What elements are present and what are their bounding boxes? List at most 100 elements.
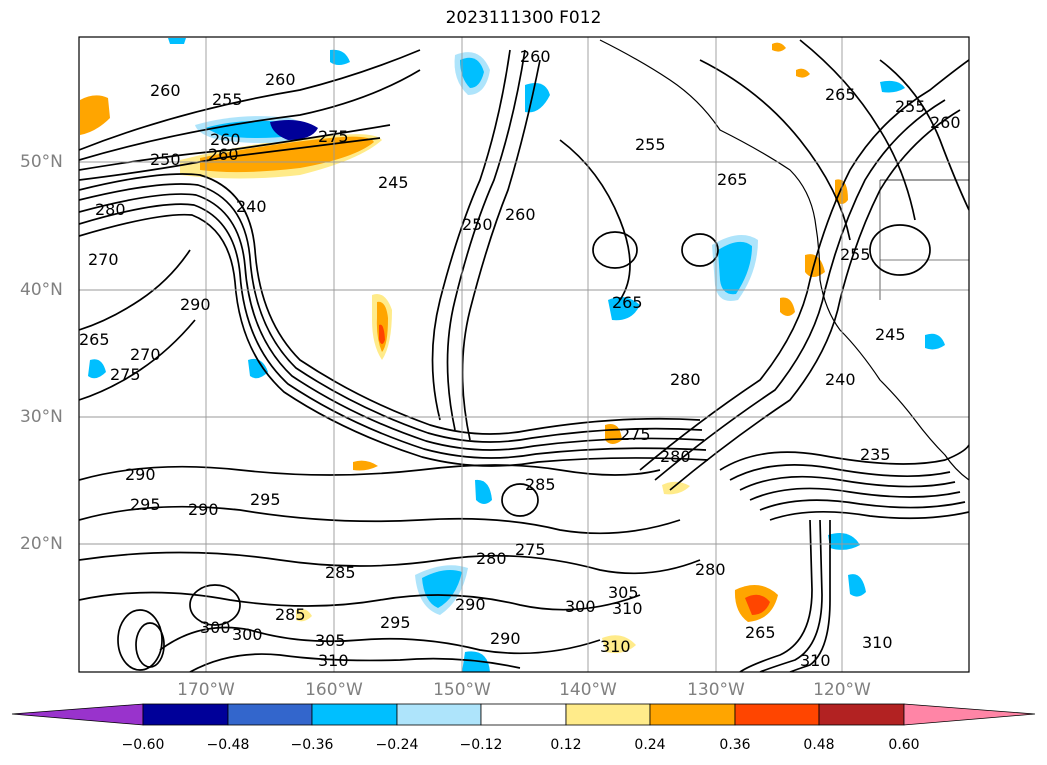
contour-label: 240 [236, 197, 267, 216]
contour-line [79, 249, 191, 331]
coastline-path [599, 39, 969, 481]
shade-patch-red [745, 594, 770, 615]
contour-label: 260 [505, 205, 536, 224]
contour-label: 290 [180, 295, 211, 314]
map-title: 2023111300 F012 [445, 8, 602, 28]
contour-label: 265 [825, 85, 856, 104]
colorbar-tick-label: −0.48 [206, 737, 250, 753]
contour-label: 280 [476, 549, 507, 568]
shade-patch-yellow [602, 635, 636, 654]
contour-line [869, 224, 931, 276]
colorbar-tick-label: −0.12 [459, 737, 503, 753]
contour-label: 290 [125, 465, 156, 484]
colorbar-tick-label: −0.60 [121, 737, 165, 753]
contour-label: 290 [455, 595, 486, 614]
contour-line [461, 59, 541, 441]
lon-label: 130°W [687, 680, 745, 700]
contour-label: 280 [660, 447, 691, 466]
contour-label: 295 [130, 495, 161, 514]
contour-line [759, 499, 966, 511]
shaded-field [80, 38, 945, 672]
shade-patch-blue [460, 57, 484, 88]
colorbar-tick-label: 0.24 [634, 737, 666, 753]
shade-patch-blue [330, 49, 350, 65]
colorbar-tick-label: 0.36 [719, 737, 751, 753]
coastline [599, 39, 969, 481]
lon-label: 120°W [813, 680, 871, 700]
contour-line [592, 231, 638, 269]
contour-label: 245 [875, 325, 906, 344]
contour-line [79, 137, 381, 181]
contour-label: 260 [150, 81, 181, 100]
shade-patch-yellow [296, 608, 312, 622]
colorbar-segment [227, 703, 313, 726]
plot-frame [78, 36, 970, 673]
gridlines [79, 37, 969, 672]
shade-patch-blue [880, 80, 905, 93]
lon-label: 160°W [305, 680, 363, 700]
contour-line [79, 193, 705, 451]
contour-label: 255 [840, 245, 871, 264]
contour-label: 285 [275, 605, 306, 624]
shade-patch-blue [248, 358, 268, 379]
contour-line [879, 59, 969, 211]
contour-line [79, 464, 661, 481]
contour-line [189, 584, 241, 626]
contour-label: 255 [895, 97, 926, 116]
contour-line [559, 139, 631, 301]
contour-line [769, 511, 969, 521]
contour-label: 240 [825, 370, 856, 389]
contour-label: 300 [232, 625, 263, 644]
shade-patch-blue [718, 241, 752, 295]
contour-label: 255 [212, 90, 243, 109]
colorbar-segment [396, 703, 482, 726]
contour-label: 250 [462, 215, 493, 234]
contour-label: 310 [600, 637, 631, 656]
colorbar-segment [11, 703, 144, 726]
shade-patch-yellow [662, 481, 690, 495]
contour-line [79, 69, 421, 161]
contour-label: 260 [520, 47, 551, 66]
contour-label: 290 [490, 629, 521, 648]
colorbar-tick-label: 0.48 [803, 737, 835, 753]
contour-line [79, 203, 707, 459]
contour-label: 265 [745, 623, 776, 642]
contour-line [739, 519, 813, 672]
contour-label: 280 [695, 560, 726, 579]
contour-line [79, 173, 701, 435]
contour-label: 290 [188, 500, 219, 519]
colorbar-segment [903, 703, 1036, 726]
shade-patch-navy [270, 120, 318, 140]
lon-label: 150°W [433, 680, 491, 700]
contour-line [681, 233, 719, 267]
contour-line [759, 519, 823, 672]
shade-patch-orange [353, 460, 378, 471]
colorbar-segment [480, 703, 567, 726]
shade-patch-blue [475, 479, 492, 504]
contour-label: 310 [612, 599, 643, 618]
contour-label: 305 [315, 631, 346, 650]
colorbar-segment [142, 703, 229, 726]
contour-label: 235 [860, 445, 891, 464]
contour-label: 305 [608, 583, 639, 602]
contour-line [739, 475, 956, 491]
contour-label: 310 [800, 651, 831, 670]
contour-label: 285 [525, 475, 556, 494]
lat-label: 30°N [20, 407, 63, 427]
contour-label: 295 [250, 490, 281, 509]
contour-label: 260 [208, 145, 239, 164]
lon-label: 170°W [177, 680, 235, 700]
contour-label: 255 [635, 135, 666, 154]
contour-line [719, 444, 969, 471]
contour-labels: 260 260 255 260 260 255 250 265 255 260 … [79, 47, 961, 670]
contour-label: 300 [200, 618, 231, 637]
shade-patch-orange [80, 95, 110, 135]
contour-label: 275 [110, 365, 141, 384]
contour-line [79, 183, 703, 443]
lat-label: 20°N [20, 534, 63, 554]
contour-label: 300 [565, 597, 596, 616]
contour-label: 260 [265, 70, 296, 89]
shade-patch-orange [780, 297, 795, 316]
contour-label: 310 [862, 633, 893, 652]
